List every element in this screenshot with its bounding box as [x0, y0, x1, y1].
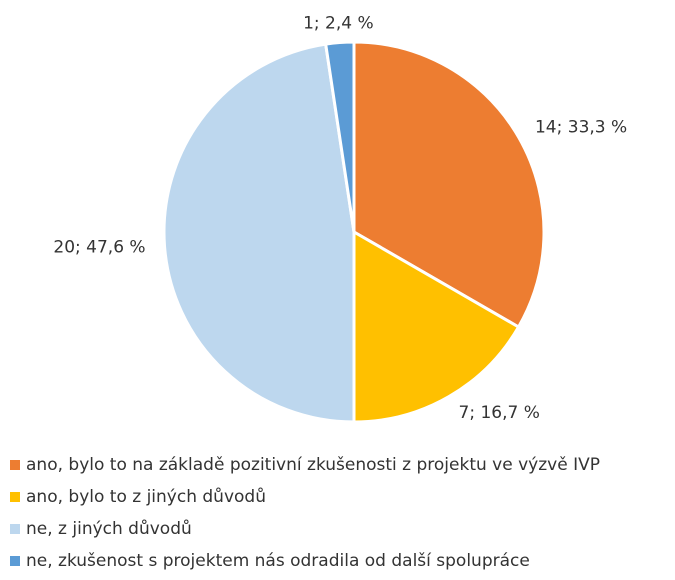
pie-slice	[352, 229, 521, 424]
legend-swatch	[10, 460, 20, 470]
data-label: 14; 33,3 %	[535, 118, 627, 138]
pie-slice	[323, 40, 356, 233]
data-label: 7; 16,7 %	[459, 403, 540, 423]
data-label: 1; 2,4 %	[303, 14, 374, 34]
legend-swatch	[10, 492, 20, 502]
legend-label: ne, zkušenost s projektem nás odradila o…	[26, 551, 530, 571]
legend-label: ano, bylo to na základě pozitivní zkušen…	[26, 455, 600, 475]
pie-slice	[162, 42, 356, 424]
legend-swatch	[10, 556, 20, 566]
pie-slice	[352, 40, 546, 330]
legend-swatch	[10, 524, 20, 534]
data-label: 20; 47,6 %	[53, 238, 145, 258]
legend-label: ano, bylo to z jiných důvodů	[26, 487, 266, 507]
legend-label: ne, z jiných důvodů	[26, 519, 192, 539]
